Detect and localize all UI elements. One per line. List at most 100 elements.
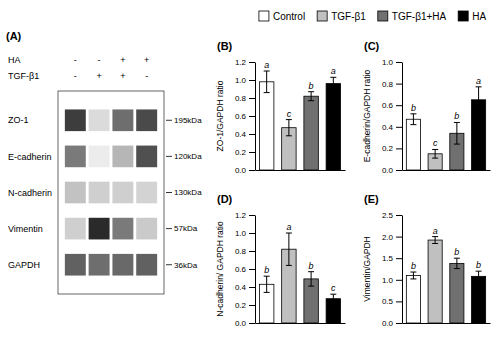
marks [406, 237, 485, 323]
error-cap [476, 281, 482, 282]
error-bar [413, 114, 414, 125]
annotation: b [309, 261, 314, 271]
blot-band [136, 182, 157, 204]
y-tick-line [396, 280, 402, 281]
y-axis-line [255, 63, 256, 171]
annotation: b [411, 103, 416, 113]
bar [450, 263, 464, 323]
error-cap [330, 294, 336, 295]
blot-band [65, 218, 86, 240]
lane-sign: - [145, 71, 148, 81]
y-axis: 0.00.20.40.60.81.01.2 [235, 58, 256, 175]
error-cap [286, 233, 292, 234]
marks [259, 71, 340, 170]
bar [406, 275, 420, 323]
error-cap [454, 122, 460, 123]
blot-band [89, 254, 110, 276]
error-cap [286, 119, 292, 120]
error-bar [478, 271, 479, 281]
lane-header: TGF-β1 [8, 71, 39, 81]
lane-sign: - [74, 55, 77, 65]
row-label: Vimentin [8, 224, 43, 234]
error-cap [410, 124, 416, 125]
error-cap [308, 91, 314, 92]
legend-item: TGF-β1 [317, 11, 366, 22]
unit-dash [166, 120, 172, 121]
row-unit: 36kDa [174, 261, 198, 270]
y-tick-line [249, 251, 255, 252]
error-bar [266, 71, 267, 93]
annotation: a [286, 222, 291, 232]
y-axis: 0.00.20.40.60.81.0 [382, 58, 403, 175]
annotation: c [287, 109, 292, 119]
lane-sign: - [98, 55, 101, 65]
bar-panel: bcba0.00.20.40.60.81.0E-cadherin/GAPDH r… [362, 40, 491, 175]
bar [304, 96, 318, 170]
y-tick-label: 1.0 [382, 58, 394, 67]
annotation: a [433, 226, 438, 236]
bar [472, 276, 486, 323]
y-tick-line [396, 105, 402, 106]
y-tick-label: 0.8 [382, 80, 394, 89]
unit-dash [166, 192, 172, 193]
blot-band [65, 146, 86, 168]
annotation: b [476, 260, 481, 270]
blot-band [65, 109, 86, 131]
error-bar [435, 237, 436, 244]
error-bar [311, 92, 312, 101]
y-tick-line [249, 233, 255, 234]
error-bar [288, 233, 289, 265]
y-tick-label: 0.2 [235, 301, 247, 310]
blot-band [136, 109, 157, 131]
legend-item: TGF-β1+HA [378, 11, 447, 22]
error-cap [476, 86, 482, 87]
annotation: c [433, 138, 438, 148]
error-cap [330, 77, 336, 78]
row-label: ZO-1 [8, 115, 29, 125]
y-axis-title: N-cadherin/ GAPDH ratio [215, 221, 225, 317]
panel-title: (C) [364, 40, 380, 52]
x-axis-line [403, 170, 491, 171]
legend-swatch [458, 11, 468, 21]
y-tick: 0.0 [235, 319, 255, 328]
blot-band [112, 218, 133, 240]
y-tick-label: 0.4 [235, 283, 247, 292]
y-tick: 1.5 [382, 254, 402, 263]
error-cap [410, 113, 416, 114]
y-axis-line [402, 216, 403, 324]
y-tick-label: 2.5 [382, 211, 394, 220]
bar-panel: babc0.00.20.40.60.81.01.2N-cadherin/ GAP… [215, 193, 346, 328]
error-cap [410, 272, 416, 273]
error-bar [413, 272, 414, 279]
legend-label: TGF-β1+HA [392, 11, 447, 22]
annotations: bcba [411, 76, 481, 149]
error-cap [410, 278, 416, 279]
error-cap [330, 303, 336, 304]
error-cap [264, 276, 270, 277]
y-tick-line [249, 98, 255, 99]
bar-panel: acba0.00.20.40.60.81.01.2ZO-1/GAPDH rati… [215, 40, 346, 175]
y-tick-label: 0.4 [235, 130, 247, 139]
error-bar [266, 276, 267, 292]
legend-label: TGF-β1 [331, 11, 366, 22]
error-cap [264, 71, 270, 72]
y-tick-label: 0.0 [382, 319, 394, 328]
error-cap [454, 268, 460, 269]
y-tick: 2.0 [382, 233, 402, 242]
row-unit: 195kDa [174, 116, 202, 125]
annotation: b [309, 81, 314, 91]
y-tick: 1.2 [235, 58, 255, 67]
y-tick-label: 0.2 [235, 148, 247, 157]
y-tick-label: 1.0 [382, 276, 394, 285]
annotation: b [454, 247, 459, 257]
y-tick-line [396, 62, 402, 63]
annotations: acba [264, 60, 336, 119]
blot-band [136, 218, 157, 240]
y-tick-label: 0.6 [235, 112, 247, 121]
lane-sign: - [74, 71, 77, 81]
row-label: N-cadherin [8, 188, 52, 198]
y-tick: 0.5 [382, 297, 402, 306]
row-unit: 120kDa [174, 152, 202, 161]
y-axis-title: ZO-1/GAPDH ratio [215, 80, 225, 151]
blot-band [89, 109, 110, 131]
